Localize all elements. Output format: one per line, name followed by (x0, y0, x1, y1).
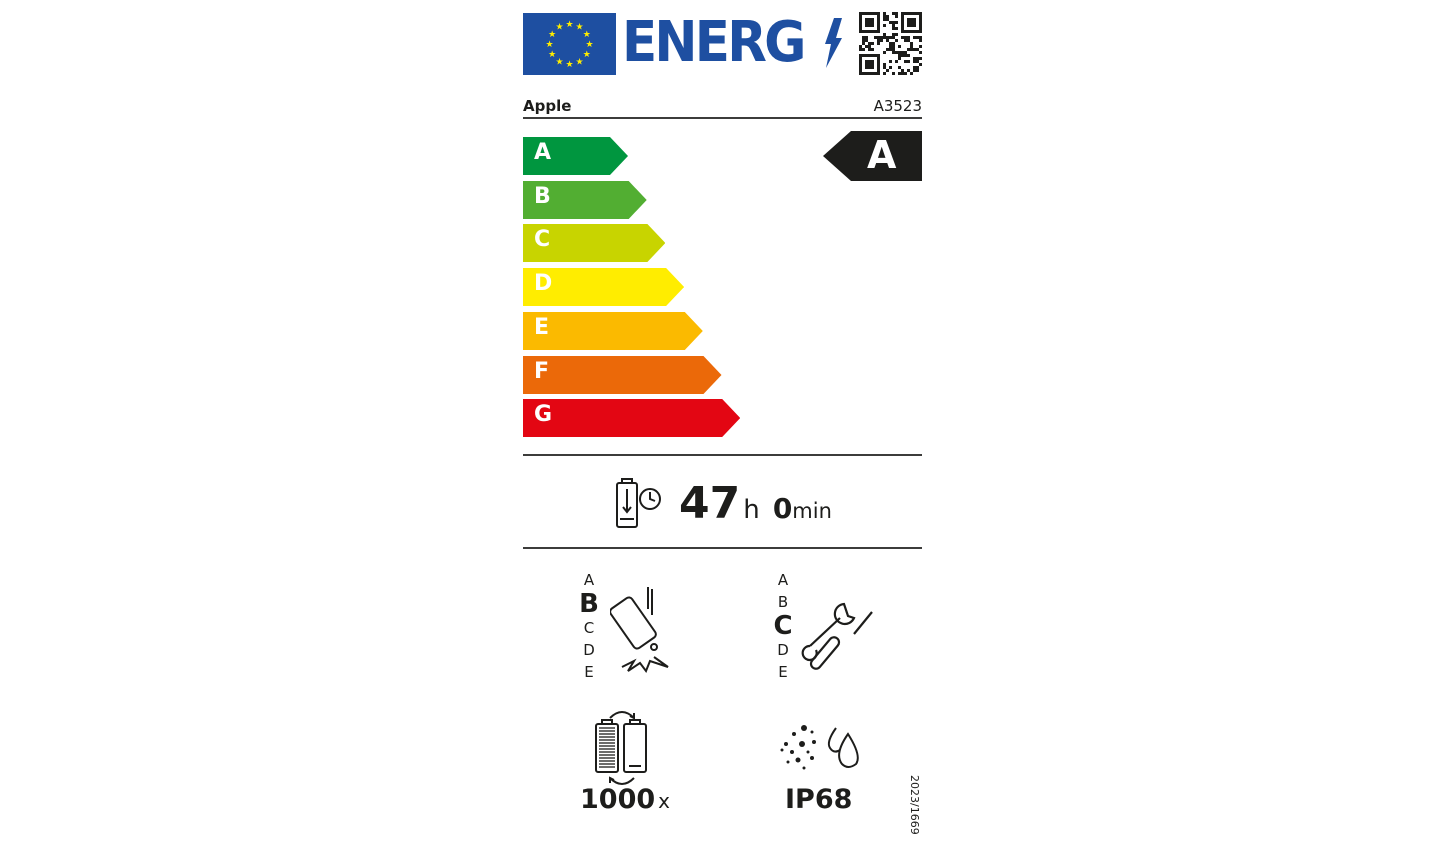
svg-text:★: ★ (575, 23, 583, 33)
supplier-name: Apple (523, 97, 572, 115)
svg-text:★: ★ (575, 57, 583, 67)
energy-class-bar-f: F (523, 355, 722, 394)
energy-class-bar-e: E (523, 311, 703, 350)
energy-class-bar-g: G (523, 399, 741, 438)
battery-cycles-icon (595, 711, 647, 785)
energy-class-letter: C (534, 227, 551, 253)
scale-letter: E (584, 663, 594, 681)
energy-class-letter: A (534, 140, 552, 165)
energy-class-letter: D (534, 271, 553, 297)
energy-class-letter: F (534, 358, 550, 384)
cycles-unit: x (658, 789, 670, 813)
svg-text:★: ★ (545, 40, 553, 50)
qr-code (859, 12, 922, 75)
cycles-number: 1000 (580, 784, 656, 815)
battery-endurance-value: 47 h 0min (679, 478, 832, 529)
svg-text:★: ★ (583, 50, 591, 60)
svg-text:★: ★ (555, 57, 563, 67)
ingress-protection-rating: IP68 (785, 784, 853, 815)
svg-text:★: ★ (555, 23, 563, 33)
eu-flag: ★ ★ ★ ★ ★ ★ ★ ★ ★ ★ ★ ★ (523, 13, 616, 75)
scale-letter: D (777, 641, 789, 659)
scale-letter: B (777, 593, 789, 611)
svg-text:★: ★ (565, 20, 573, 30)
regulation-number: 2023/1669 (908, 775, 921, 835)
energy-class-bar-a: A (523, 137, 628, 175)
svg-text:★: ★ (565, 60, 573, 70)
scale-letter: B (579, 589, 599, 619)
energy-class-letter: E (534, 314, 550, 340)
dust-water-icon (780, 725, 859, 770)
scale-letter: A (583, 571, 595, 589)
divider (523, 117, 922, 119)
minutes-unit: min (792, 499, 832, 523)
battery-cycles-value: 1000 x (580, 784, 670, 815)
hours-value: 47 (679, 478, 741, 529)
minutes-value: 0 (772, 492, 793, 525)
battery-endurance-icon (616, 478, 661, 528)
model-identifier: A3523 (873, 97, 922, 115)
scale-letter: C (773, 611, 793, 641)
energy-class-bar-b: B (523, 180, 647, 219)
svg-text:★: ★ (585, 40, 593, 50)
energy-class-bar-c: C (523, 224, 666, 263)
divider (523, 454, 922, 456)
energy-class-letter: G (534, 402, 553, 428)
svg-text:★: ★ (548, 50, 556, 60)
phone-drop-icon (610, 587, 669, 674)
energy-class-indicator: A (823, 131, 922, 181)
energy-logo-text: ENERG (622, 10, 806, 75)
svg-text:★: ★ (548, 30, 556, 40)
scale-letter: A (777, 571, 789, 589)
scale-letter: C (583, 619, 595, 637)
repair-tools-icon (801, 602, 873, 670)
scale-letter: D (583, 641, 595, 659)
lightning-bolt-icon (825, 18, 842, 68)
energy-class-letter: B (534, 183, 551, 209)
svg-text:★: ★ (583, 30, 591, 40)
scale-letter: E (778, 663, 788, 681)
energy-class-bar-d: D (523, 268, 685, 307)
energy-class-value: A (867, 133, 897, 177)
hours-unit: h (743, 495, 760, 525)
divider (523, 547, 922, 549)
